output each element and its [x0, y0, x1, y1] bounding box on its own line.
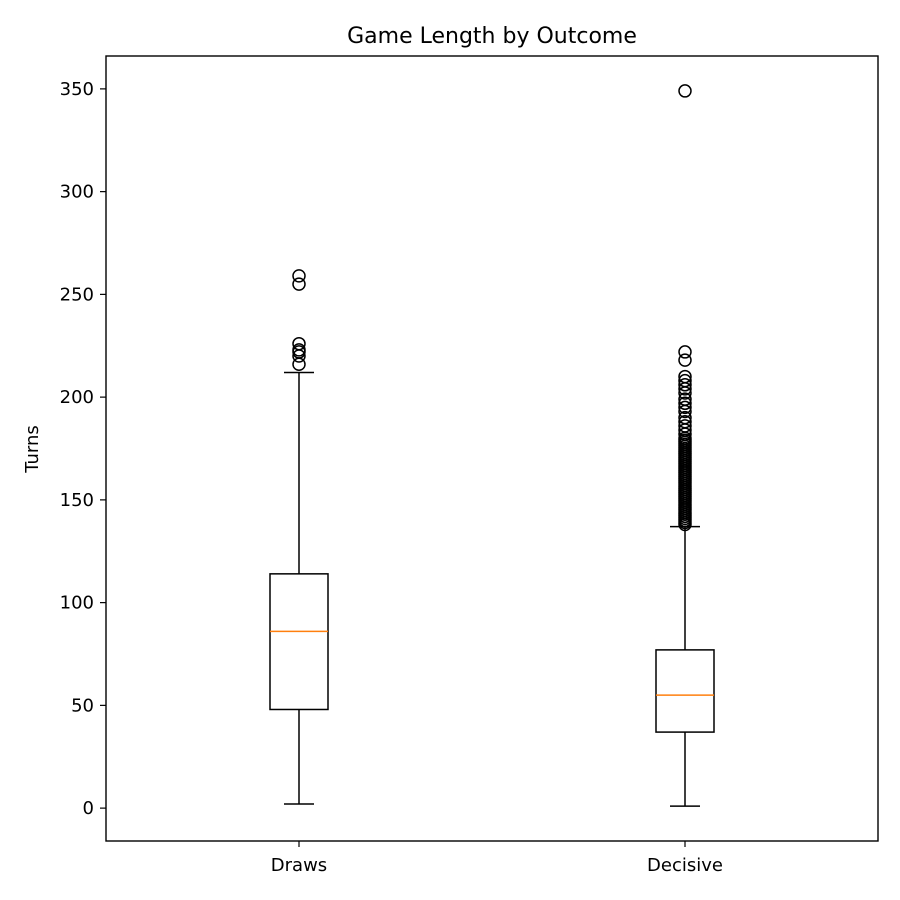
- iqr-box: [269, 573, 329, 711]
- outlier-point: [678, 373, 692, 388]
- y-tick-label: 350: [60, 79, 94, 100]
- y-tick-label: 100: [60, 593, 94, 614]
- y-tick-label: 50: [71, 695, 94, 716]
- outlier-point: [678, 353, 692, 367]
- outlier-point: [292, 336, 306, 351]
- y-axis: 0 50 100 150 200 250 300 350: [60, 79, 106, 819]
- y-tick-label: 200: [60, 387, 94, 408]
- outlier-point: [678, 410, 692, 425]
- y-tick-label: 150: [60, 490, 94, 511]
- boxes-layer: [269, 84, 715, 807]
- y-tick-label: 0: [83, 798, 94, 819]
- outlier-point: [678, 419, 692, 433]
- x-axis: Draws Decisive: [271, 841, 723, 876]
- x-tick-label: Draws: [271, 855, 327, 876]
- outlier-point: [292, 343, 306, 357]
- outlier-point: [678, 400, 692, 415]
- y-tick-label: 300: [60, 182, 94, 203]
- outlier-point: [678, 392, 692, 406]
- y-axis-label: Turns: [22, 425, 43, 474]
- chart-title: Game Length by Outcome: [347, 24, 637, 49]
- box-group: [269, 269, 329, 805]
- x-tick-label: Decisive: [647, 855, 723, 876]
- outlier-point: [678, 84, 692, 98]
- iqr-box: [655, 649, 715, 733]
- outlier-point: [292, 269, 306, 283]
- outlier-point: [678, 396, 692, 411]
- outlier-point: [292, 277, 306, 291]
- outlier-point: [678, 415, 692, 429]
- box-group: [655, 84, 715, 807]
- outlier-point: [678, 369, 692, 384]
- plot-area: [105, 55, 879, 842]
- outlier-point: [678, 378, 692, 392]
- y-tick-label: 250: [60, 284, 94, 305]
- outlier-point: [678, 345, 692, 359]
